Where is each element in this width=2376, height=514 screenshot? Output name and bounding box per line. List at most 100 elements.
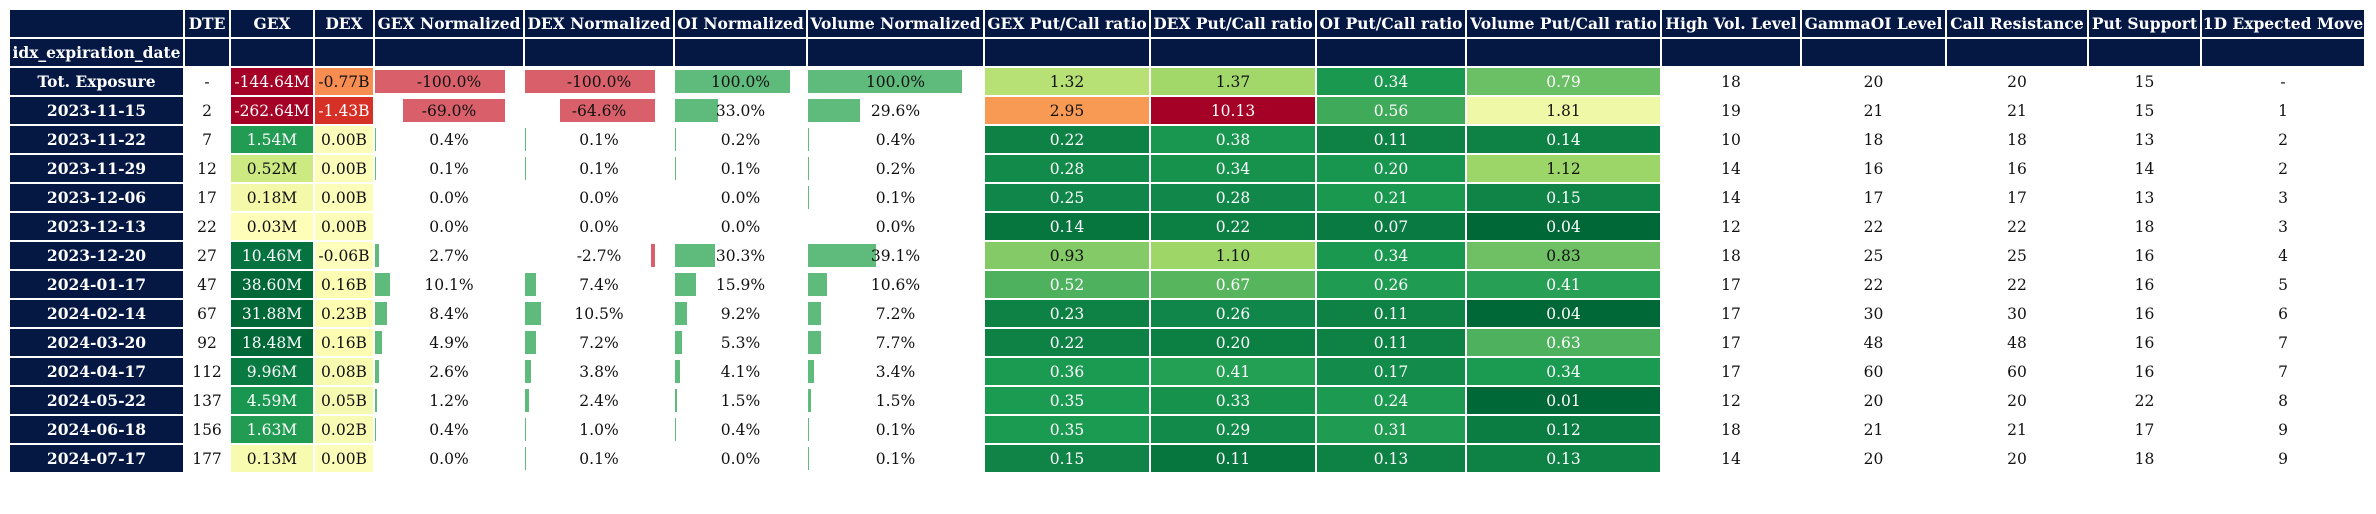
hvl-cell: 18 [1660,414,1802,445]
oi-norm-cell: 0.4% [673,414,808,445]
dex-cell: 0.00B [313,124,375,155]
gex-cell: 0.52M [229,153,315,184]
oi-pc-cell: 0.34 [1315,66,1467,97]
blank-header [1465,37,1662,68]
vol-norm-cell: 29.6% [806,95,985,126]
table-row: 2024-07-17 177 0.13M 0.00B 0.0% 0.1% 0.0% 0.1% 0… [8,443,2366,474]
column-header: OI Normalized [673,8,808,39]
cr-cell: 20 [1945,385,2089,416]
gex-norm-value: 8.4% [429,304,469,323]
ps-cell: 16 [2087,240,2202,271]
dex-pc-cell: 0.26 [1149,298,1317,329]
dex-cell: 0.02B [313,414,375,445]
dex-norm-value: -100.0% [566,72,632,91]
row-date-cell: 2024-07-17 [8,443,185,474]
ps-cell: 16 [2087,269,2202,300]
gex-cell: 9.96M [229,356,315,387]
dex-cell: -0.06B [313,240,375,271]
vol-norm-value: 100.0% [865,72,926,91]
goi-cell: 20 [1800,66,1947,97]
em-cell: 7 [2200,356,2366,387]
cr-cell: 21 [1945,95,2089,126]
gex-norm-bar [376,273,390,296]
gex-pc-cell: 0.52 [983,269,1151,300]
hvl-cell: 14 [1660,443,1802,474]
dte-cell: - [183,66,231,97]
goi-cell: 30 [1800,298,1947,329]
index-name-row: idx_expiration_date [8,37,2366,68]
em-cell: 2 [2200,153,2366,184]
blank-header [313,37,375,68]
cr-cell: 22 [1945,211,2089,242]
dex-norm-value: 7.4% [579,275,619,294]
oi-norm-value: 0.0% [720,449,761,468]
dte-cell: 47 [183,269,231,300]
row-date-cell: 2023-11-15 [8,95,185,126]
dex-norm-cell: 3.8% [523,356,675,387]
vol-norm-cell: 0.0% [806,211,985,242]
vol-norm-bar [809,273,827,296]
gex-norm-cell: 1.2% [373,385,525,416]
row-date-cell: 2023-12-13 [8,211,185,242]
oi-pc-cell: 0.11 [1315,327,1467,358]
gex-norm-cell: 0.0% [373,211,525,242]
oi-norm-value: 0.2% [720,130,761,149]
em-cell: 3 [2200,182,2366,213]
vol-norm-cell: 0.1% [806,182,985,213]
gex-norm-bar [376,70,506,93]
dex-norm-cell: 7.2% [523,327,675,358]
gex-norm-bar [376,244,379,267]
oi-norm-value: 0.0% [720,217,761,236]
column-header: GEX [229,8,315,39]
gex-pc-cell: 0.28 [983,153,1151,184]
goi-cell: 20 [1800,443,1947,474]
gex-norm-cell: -69.0% [373,95,525,126]
ps-cell: 16 [2087,298,2202,329]
dex-pc-cell: 10.13 [1149,95,1317,126]
gex-norm-cell: 0.4% [373,414,525,445]
dex-norm-value: 3.8% [579,362,619,381]
dex-norm-bar [526,389,529,412]
ps-cell: 15 [2087,95,2202,126]
exposure-table: DTE GEX DEX GEX Normalized DEX Normalize… [8,8,2366,474]
table-row: 2024-03-20 92 18.48M 0.16B 4.9% 7.2% 5.3% 7.7% 0… [8,327,2366,358]
ps-cell: 13 [2087,124,2202,155]
vol-norm-value: 1.5% [875,391,916,410]
row-date-cell: 2024-02-14 [8,298,185,329]
oi-norm-bar [676,99,719,122]
table-row: Tot. Exposure - -144.64M -0.77B -100.0% -100.… [8,66,2366,97]
dex-norm-cell: 10.5% [523,298,675,329]
dex-cell: 0.00B [313,211,375,242]
oi-norm-cell: 1.5% [673,385,808,416]
vol-norm-value: 0.1% [875,449,916,468]
column-header: Volume Normalized [806,8,985,39]
oi-norm-cell: 0.2% [673,124,808,155]
oi-norm-cell: 4.1% [673,356,808,387]
table-row: 2024-05-22 137 4.59M 0.05B 1.2% 2.4% 1.5% 1.5% 0… [8,385,2366,416]
gex-cell: 1.63M [229,414,315,445]
blank-header [1660,37,1802,68]
gex-norm-cell: 8.4% [373,298,525,329]
vol-pc-cell: 0.13 [1465,443,1662,474]
gex-pc-cell: 2.95 [983,95,1151,126]
vol-norm-cell: 0.1% [806,414,985,445]
ps-cell: 16 [2087,327,2202,358]
table-body: Tot. Exposure - -144.64M -0.77B -100.0% -100.… [8,66,2366,474]
gex-pc-cell: 0.22 [983,327,1151,358]
blank-header [983,37,1151,68]
blank-header [1800,37,1947,68]
dte-cell: 7 [183,124,231,155]
dex-norm-bar [526,70,656,93]
oi-norm-cell: 5.3% [673,327,808,358]
vol-norm-value: 0.2% [875,159,916,178]
oi-norm-value: 15.9% [715,275,766,294]
oi-norm-cell: 100.0% [673,66,808,97]
gex-pc-cell: 1.32 [983,66,1151,97]
goi-cell: 48 [1800,327,1947,358]
oi-norm-value: 5.3% [720,333,761,352]
vol-norm-value: 29.6% [870,101,921,120]
vol-pc-cell: 0.14 [1465,124,1662,155]
oi-norm-value: 30.3% [715,246,766,265]
dex-norm-value: 2.4% [579,391,619,410]
dex-cell: 0.00B [313,153,375,184]
